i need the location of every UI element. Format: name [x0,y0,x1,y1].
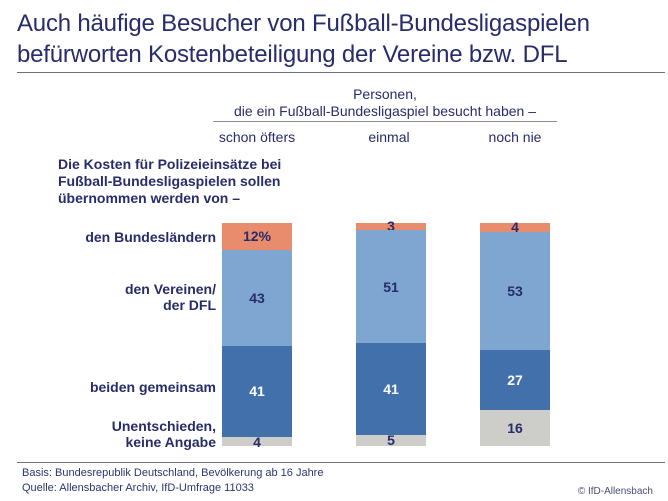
bar-segment-1-col-2: 3 [356,218,426,234]
bar-segment-2-col-1: 43 [222,249,292,346]
bar-segment-1-col-1: 12% [222,223,292,250]
row-label-text: Unentschieden, [111,418,216,434]
bar-segment-3-col-2: 41 [356,343,426,435]
column-group-header: Personen, die ein Fußball-Bundesligaspie… [213,86,557,120]
page-title: Auch häufige Besucher von Fußball-Bundes… [17,8,590,70]
bar-segment-4-col-1: 4 [222,434,292,450]
question-text: Die Kosten für Polizeieinsätze bei Fußba… [58,156,281,207]
segment-value-label: 4 [253,433,261,450]
stacked-bar-1: 12% 43 41 4 [222,223,292,450]
row-label-unentschieden: Unentschieden, keine Angabe [0,418,216,450]
bar-segment-1-col-3: 4 [480,219,550,235]
question-line-2: Fußball-Bundesligaspielen sollen [58,173,281,189]
question-line-3: übernommen werden von – [58,190,241,206]
bar-segment-4-col-2: 5 [356,432,426,449]
bar-segment-2-col-2: 51 [356,229,426,344]
segment-value-label: 27 [507,372,523,389]
group-header-line-2: die ein Fußball-Bundesligaspiel besucht … [234,103,536,119]
row-label-text: den Bundesländern [85,229,216,245]
title-line-1: Auch häufige Besucher von Fußball-Bundes… [17,10,590,37]
row-label-text: beiden gemeinsam [89,379,216,395]
row-label-beide-gemeinsam: beiden gemeinsam [0,379,216,395]
segment-value-label: 4 [511,219,519,236]
column-label-schon-oefters: schon öfters [218,129,296,145]
question-line-1: Die Kosten für Polizeieinsätze bei [58,156,282,172]
footer-basis: Basis: Bundesrepublik Deutschland, Bevöl… [22,467,324,479]
segment-value-label: 51 [383,278,399,295]
column-label-noch-nie: noch nie [488,129,542,145]
footer-quelle: Quelle: Allensbacher Archiv, IfD-Umfrage… [22,482,254,494]
bar-segment-3-col-1: 41 [222,345,292,438]
row-label-vereine-dfl: den Vereinen/ der DFL [0,281,216,313]
segment-value-label: 5 [387,432,395,449]
segment-value-label: 53 [507,283,523,299]
segment-value-label: 12% [242,228,272,245]
segment-value-label: 3 [387,218,395,235]
segment-value-label: 43 [249,289,265,306]
row-label-bundeslaender: den Bundesländern [0,229,216,245]
stacked-bar-3: 4 53 27 16 [480,219,550,446]
segment-value-label: 16 [507,420,523,437]
segment-value-label: 41 [249,383,265,400]
bar-segment-4-col-3: 16 [480,410,550,446]
group-header-divider [213,121,557,122]
group-header-line-1: Personen, [353,86,417,102]
bar-segment-2-col-3: 53 [480,231,550,351]
title-line-2: befürworten Kostenbeteiligung der Verein… [17,41,568,68]
row-label-text: keine Angabe [125,434,216,450]
segment-value-label: 41 [383,381,399,398]
copyright-label: © IfD-Allensbach [577,486,653,497]
title-divider [17,72,665,73]
bar-segment-3-col-3: 27 [480,350,550,411]
footer-divider [17,462,665,463]
stacked-bar-2: 3 51 41 5 [356,218,426,449]
column-label-einmal: einmal [368,129,410,145]
row-label-text: der DFL [163,297,216,313]
row-label-text: den Vereinen/ [124,281,216,297]
